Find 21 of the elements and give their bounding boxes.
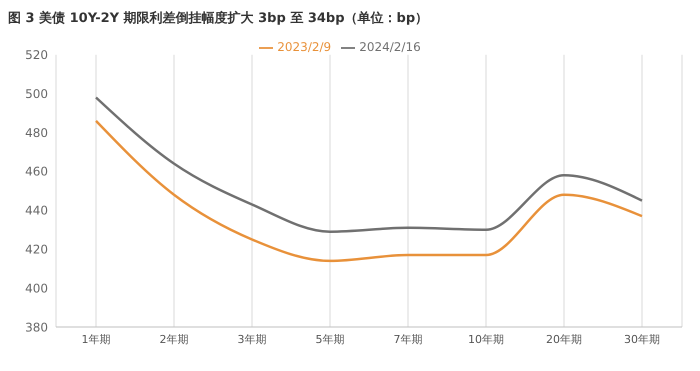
x-tick-label: 1年期 <box>82 332 110 346</box>
x-tick-label: 10年期 <box>468 332 504 346</box>
y-tick-label: 420 <box>25 242 48 256</box>
x-tick-label: 7年期 <box>394 332 422 346</box>
y-tick-label: 480 <box>25 126 48 140</box>
line-series <box>94 120 644 262</box>
x-tick-label: 5年期 <box>316 332 344 346</box>
x-tick-label: 2年期 <box>160 332 188 346</box>
x-tick-label: 3年期 <box>238 332 266 346</box>
x-tick-label: 20年期 <box>546 332 582 346</box>
legend-label: 2023/2/9 <box>277 40 332 54</box>
y-tick-label: 460 <box>25 164 48 179</box>
y-tick-label: 500 <box>25 86 48 101</box>
line-series <box>94 96 644 233</box>
x-tick-label: 30年期 <box>624 332 660 346</box>
y-tick-label: 520 <box>25 48 48 62</box>
y-tick-label: 400 <box>25 281 48 296</box>
y-tick-label: 440 <box>25 204 48 218</box>
chart-title: 图 3 美债 10Y-2Y 期限利差倒挂幅度扩大 3bp 至 34bp（单位：bp） <box>8 10 430 28</box>
y-tick-label: 380 <box>25 320 48 334</box>
legend-label: 2024/2/16 <box>359 40 421 54</box>
